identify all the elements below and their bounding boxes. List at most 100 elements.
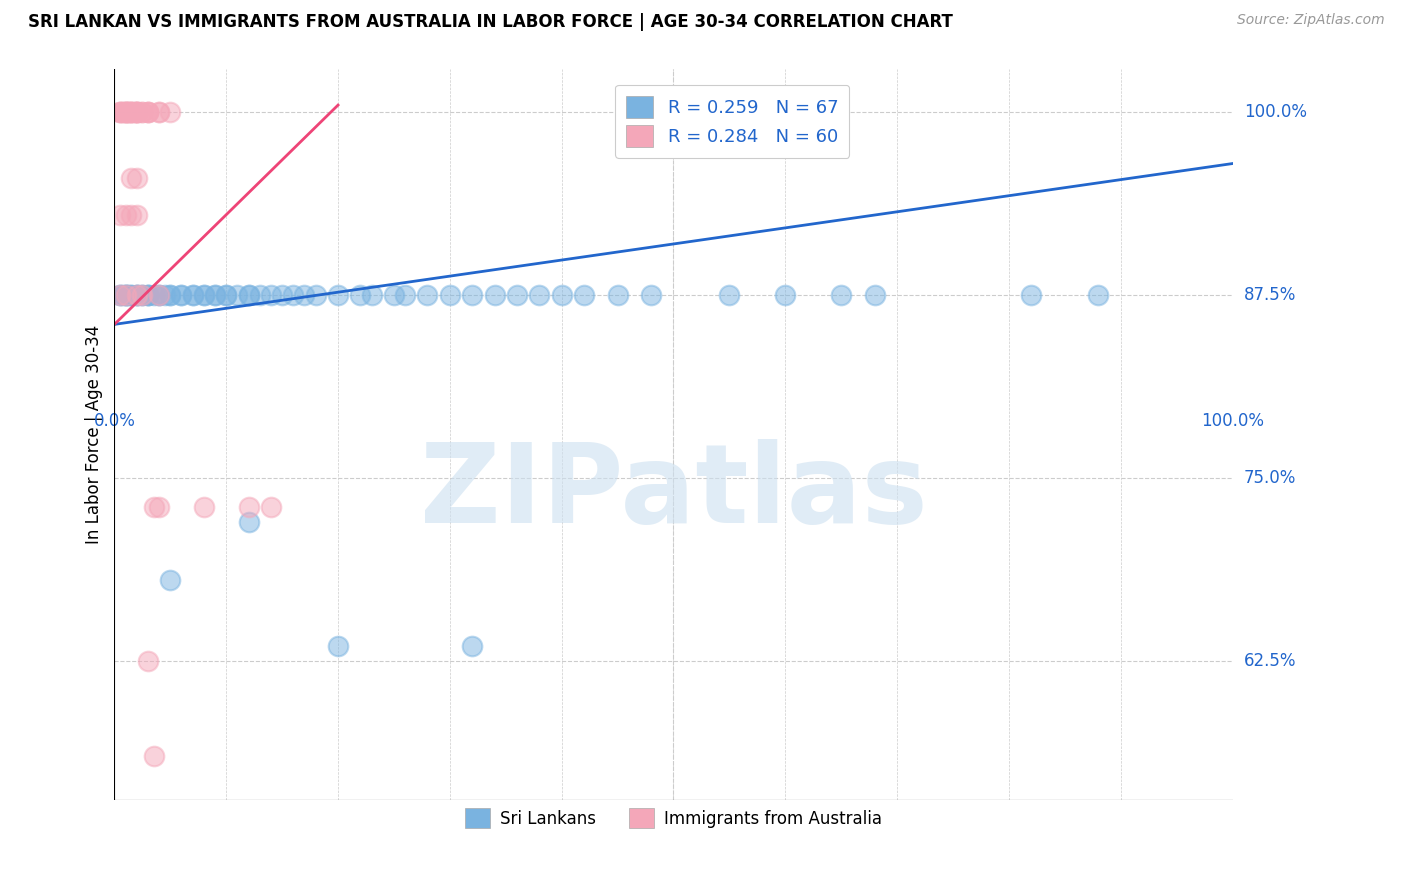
Point: [394, 288, 416, 302]
Point: [506, 288, 529, 302]
Point: [117, 288, 139, 302]
Point: [226, 288, 249, 302]
Point: [120, 105, 142, 120]
Point: [125, 288, 148, 302]
Point: [529, 288, 551, 302]
Point: [349, 288, 371, 302]
Point: [360, 288, 382, 302]
Point: [125, 288, 148, 302]
Point: [148, 105, 170, 120]
Point: [238, 515, 260, 529]
Point: [159, 573, 181, 587]
Point: [640, 288, 662, 302]
Text: 0.0%: 0.0%: [93, 412, 135, 430]
Point: [114, 105, 136, 120]
Point: [114, 288, 136, 302]
Point: [131, 288, 153, 302]
Point: [1087, 288, 1109, 302]
Point: [120, 105, 142, 120]
Point: [416, 288, 439, 302]
Point: [120, 105, 142, 120]
Point: [863, 288, 886, 302]
Point: [108, 105, 131, 120]
Point: [238, 288, 260, 302]
Point: [181, 288, 204, 302]
Point: [108, 288, 131, 302]
Point: [193, 288, 215, 302]
Point: [136, 288, 159, 302]
Point: [170, 288, 193, 302]
Point: [382, 288, 405, 302]
Point: [112, 105, 135, 120]
Point: [120, 105, 142, 120]
Text: 100.0%: 100.0%: [1244, 103, 1306, 121]
Point: [148, 105, 170, 120]
Point: [718, 288, 741, 302]
Point: [238, 288, 260, 302]
Point: [114, 288, 136, 302]
Point: [326, 288, 349, 302]
Point: [550, 288, 572, 302]
Point: [136, 288, 159, 302]
Point: [170, 288, 193, 302]
Point: [572, 288, 595, 302]
Point: [120, 208, 142, 222]
Point: [112, 105, 135, 120]
Point: [114, 105, 136, 120]
Point: [125, 288, 148, 302]
Point: [125, 105, 148, 120]
Point: [204, 288, 226, 302]
Point: [117, 105, 139, 120]
Point: [136, 288, 159, 302]
Point: [775, 288, 797, 302]
Point: [215, 288, 238, 302]
Point: [125, 208, 148, 222]
Point: [108, 288, 131, 302]
Point: [136, 105, 159, 120]
Legend: Sri Lankans, Immigrants from Australia: Sri Lankans, Immigrants from Australia: [458, 801, 889, 835]
Point: [125, 105, 148, 120]
Point: [159, 288, 181, 302]
Point: [271, 288, 294, 302]
Point: [294, 288, 316, 302]
Point: [260, 500, 283, 515]
Point: [484, 288, 506, 302]
Point: [461, 288, 484, 302]
Point: [148, 288, 170, 302]
Text: ZIPatlas: ZIPatlas: [419, 439, 928, 546]
Point: [117, 105, 139, 120]
Point: [136, 105, 159, 120]
Point: [181, 288, 204, 302]
Point: [125, 105, 148, 120]
Point: [108, 105, 131, 120]
Point: [159, 288, 181, 302]
Point: [125, 288, 148, 302]
Point: [120, 171, 142, 186]
Point: [114, 208, 136, 222]
Point: [326, 639, 349, 653]
Point: [108, 105, 131, 120]
Point: [830, 288, 852, 302]
Y-axis label: In Labor Force | Age 30-34: In Labor Force | Age 30-34: [86, 325, 103, 543]
Point: [461, 639, 484, 653]
Point: [260, 288, 283, 302]
Point: [193, 288, 215, 302]
Point: [249, 288, 271, 302]
Point: [305, 288, 328, 302]
Point: [131, 288, 153, 302]
Text: 75.0%: 75.0%: [1244, 469, 1296, 487]
Point: [131, 105, 153, 120]
Point: [283, 288, 305, 302]
Point: [1019, 288, 1042, 302]
Point: [148, 288, 170, 302]
Point: [142, 748, 165, 763]
Point: [125, 171, 148, 186]
Point: [114, 288, 136, 302]
Point: [120, 288, 142, 302]
Text: Source: ZipAtlas.com: Source: ZipAtlas.com: [1237, 13, 1385, 28]
Point: [125, 105, 148, 120]
Point: [136, 654, 159, 668]
Point: [114, 105, 136, 120]
Point: [204, 288, 226, 302]
Point: [215, 288, 238, 302]
